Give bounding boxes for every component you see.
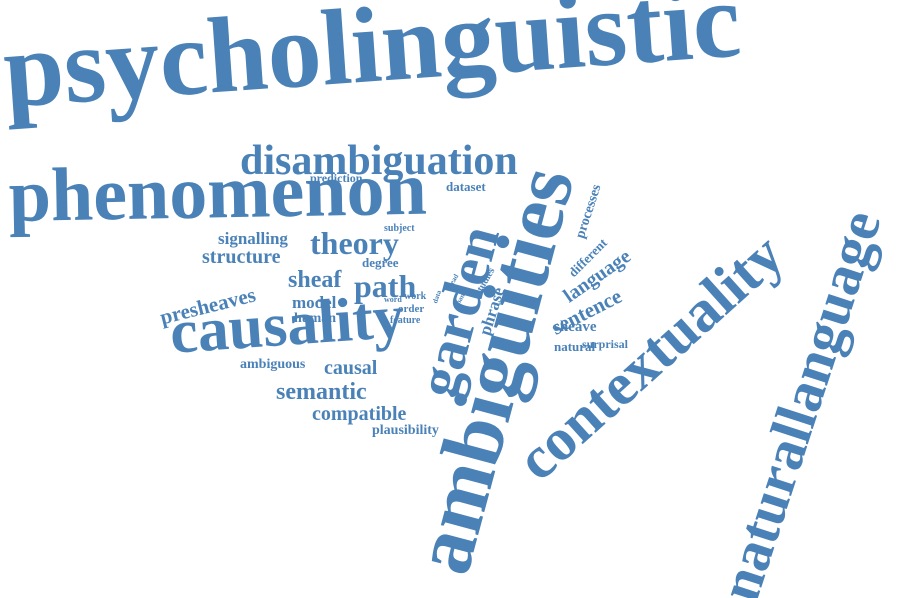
word-feature: feature <box>390 315 421 326</box>
word-word: word <box>384 295 402 304</box>
word-semantic: semantic <box>276 379 367 405</box>
word-compatible: compatible <box>312 403 407 425</box>
word-model: model <box>292 293 337 312</box>
word-ambiguous: ambiguous <box>240 357 306 372</box>
word-psycholinguistic: psycholinguistic <box>0 0 745 131</box>
word-causal: causal <box>324 357 378 379</box>
word-subject: subject <box>384 223 415 234</box>
word-natural: natural <box>554 339 596 354</box>
word-dataset: dataset <box>446 179 486 194</box>
word-theory: theory <box>310 225 399 261</box>
word-human: human <box>294 311 337 326</box>
word-work: work <box>404 291 427 302</box>
word-signalling: signalling <box>218 229 288 248</box>
word-structure: structure <box>202 246 281 268</box>
word-disambiguation: disambiguation <box>240 138 518 184</box>
word-sheave: sheave <box>554 319 597 335</box>
word-degree: degree <box>362 255 399 270</box>
word-path: path <box>354 268 417 304</box>
word-sheaf: sheaf <box>288 267 342 293</box>
word-order: order <box>398 303 425 315</box>
word-prediction: prediction <box>310 171 363 185</box>
word-surprisal: surprisal <box>582 337 629 351</box>
word-plausibility: plausibility <box>372 423 439 438</box>
